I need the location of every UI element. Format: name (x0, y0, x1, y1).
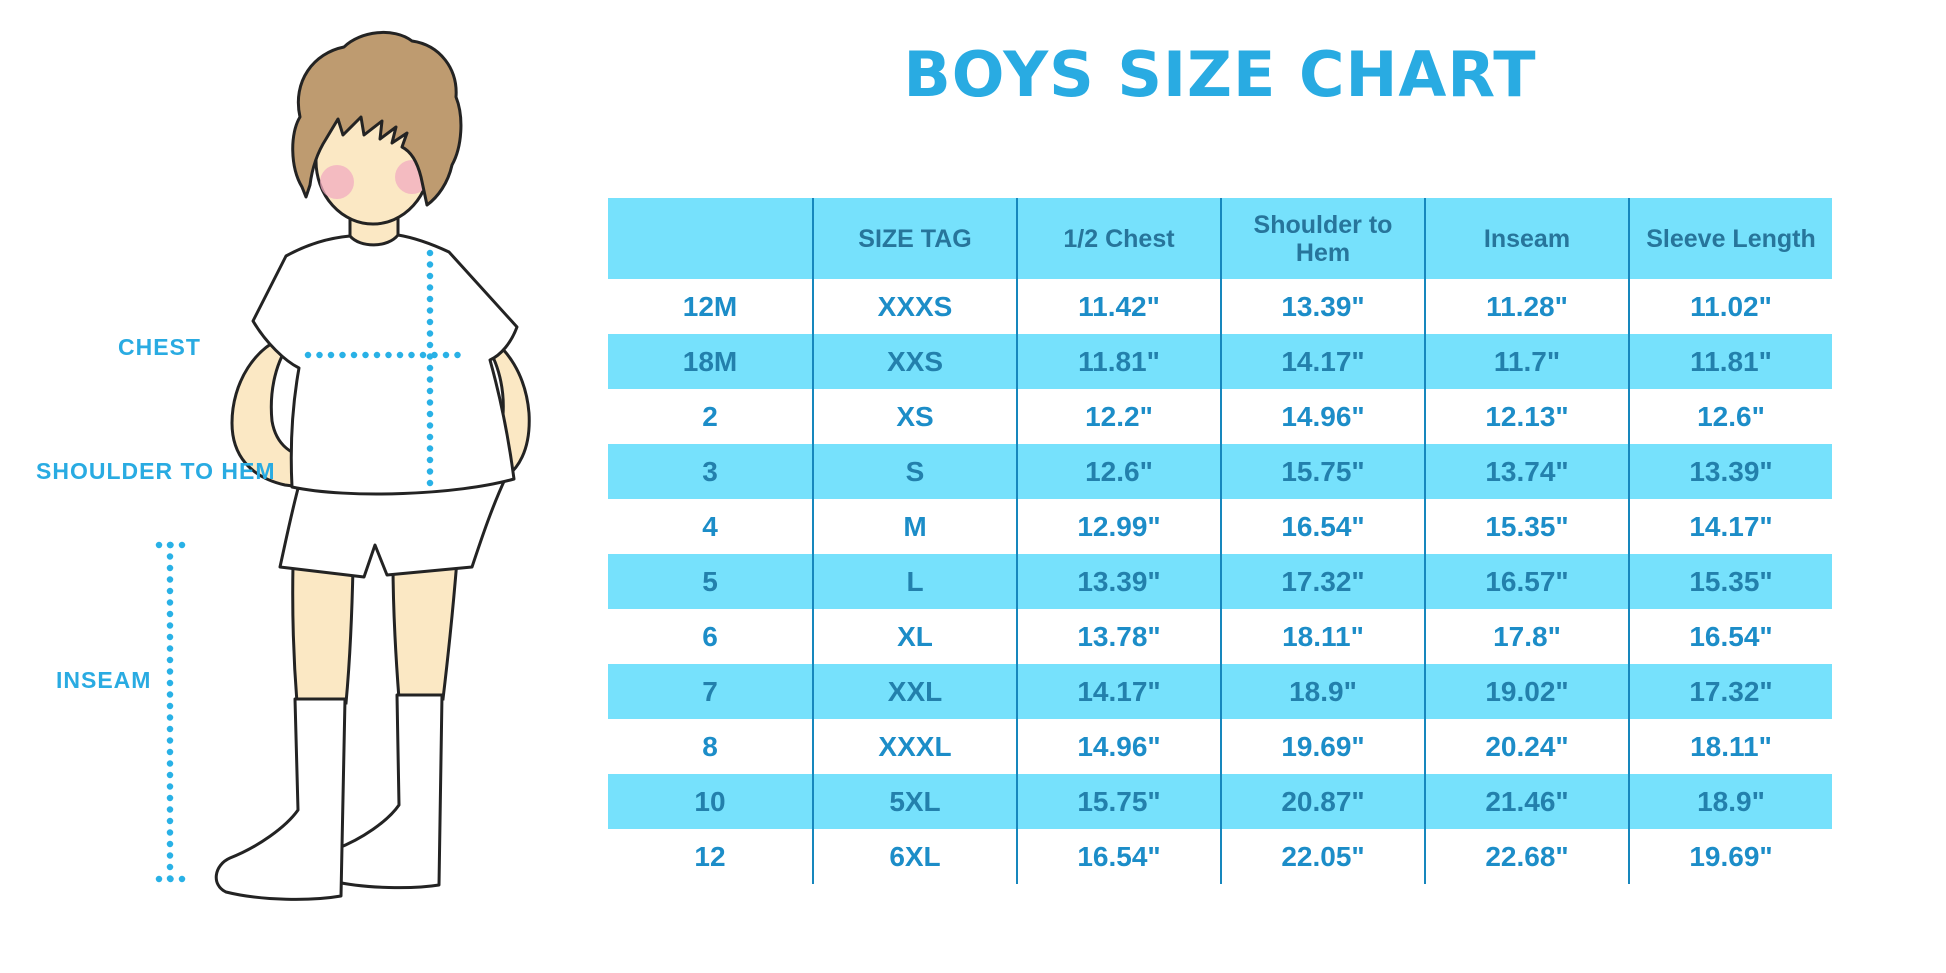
value-cell: 15.35" (1424, 499, 1628, 554)
value-cell: 11.28" (1424, 279, 1628, 334)
value-cell: 15.75" (1016, 774, 1220, 829)
value-cell: 13.39" (1016, 554, 1220, 609)
value-cell: 15.75" (1220, 444, 1424, 499)
t-shirt (251, 233, 519, 496)
value-cell: 18.9" (1628, 774, 1832, 829)
page-title: BOYS SIZE CHART (903, 38, 1537, 111)
value-cell: 18.11" (1628, 719, 1832, 774)
size-cell: 12M (608, 279, 812, 334)
size-cell: 3 (608, 444, 812, 499)
value-cell: 11.02" (1628, 279, 1832, 334)
value-cell: L (812, 554, 1016, 609)
header-cell: Inseam (1424, 198, 1628, 279)
shoulder-to-hem-label: SHOULDER TO HEM (36, 458, 276, 484)
left-sock (214, 697, 347, 901)
inseam-label: INSEAM (56, 667, 152, 693)
value-cell: 13.78" (1016, 609, 1220, 664)
value-cell: 15.35" (1628, 554, 1832, 609)
value-cell: 18.11" (1220, 609, 1424, 664)
value-cell: 11.7" (1424, 334, 1628, 389)
value-cell: 12.6" (1628, 389, 1832, 444)
value-cell: 16.54" (1628, 609, 1832, 664)
left-leg (291, 563, 355, 705)
header-cell: Shoulder to Hem (1220, 198, 1424, 279)
chest-label: CHEST (118, 334, 201, 360)
value-cell: 17.32" (1220, 554, 1424, 609)
value-cell: 19.69" (1628, 829, 1832, 884)
value-cell: XXS (812, 334, 1016, 389)
size-cell: 4 (608, 499, 812, 554)
size-chart-table: SIZE TAG 1/2 Chest Shoulder to Hem Inseam Sl… (608, 198, 1832, 884)
size-cell: 6 (608, 609, 812, 664)
size-cell: 8 (608, 719, 812, 774)
value-cell: 11.42" (1016, 279, 1220, 334)
value-cell: 16.54" (1016, 829, 1220, 884)
size-cell: 7 (608, 664, 812, 719)
value-cell: 18.9" (1220, 664, 1424, 719)
value-cell: 11.81" (1016, 334, 1220, 389)
value-cell: 16.54" (1220, 499, 1424, 554)
right-leg (391, 558, 459, 701)
header-cell: Sleeve Length (1628, 198, 1832, 279)
value-cell: M (812, 499, 1016, 554)
value-cell: 14.17" (1628, 499, 1832, 554)
value-cell: 12.99" (1016, 499, 1220, 554)
value-cell: 21.46" (1424, 774, 1628, 829)
value-cell: 20.87" (1220, 774, 1424, 829)
value-cell: 11.81" (1628, 334, 1832, 389)
value-cell: S (812, 444, 1016, 499)
left-cheek (320, 165, 354, 199)
value-cell: 22.68" (1424, 829, 1628, 884)
value-cell: XXL (812, 664, 1016, 719)
size-cell: 10 (608, 774, 812, 829)
value-cell: XL (812, 609, 1016, 664)
value-cell: 14.17" (1220, 334, 1424, 389)
value-cell: 17.8" (1424, 609, 1628, 664)
value-cell: XXXL (812, 719, 1016, 774)
value-cell: 20.24" (1424, 719, 1628, 774)
header-cell (608, 198, 812, 279)
header-cell: SIZE TAG (812, 198, 1016, 279)
size-cell: 5 (608, 554, 812, 609)
value-cell: 12.13" (1424, 389, 1628, 444)
value-cell: 13.39" (1628, 444, 1832, 499)
value-cell: 14.96" (1220, 389, 1424, 444)
value-cell: 14.17" (1016, 664, 1220, 719)
value-cell: 16.57" (1424, 554, 1628, 609)
value-cell: 19.02" (1424, 664, 1628, 719)
header-cell: 1/2 Chest (1016, 198, 1220, 279)
value-cell: 6XL (812, 829, 1016, 884)
value-cell: XS (812, 389, 1016, 444)
value-cell: 13.74" (1424, 444, 1628, 499)
value-cell: 12.6" (1016, 444, 1220, 499)
size-cell: 2 (608, 389, 812, 444)
value-cell: 5XL (812, 774, 1016, 829)
inseam-measure-line (155, 541, 193, 883)
size-cell: 18M (608, 334, 812, 389)
value-cell: 22.05" (1220, 829, 1424, 884)
hair (291, 30, 463, 207)
value-cell: 14.96" (1016, 719, 1220, 774)
value-cell: 19.69" (1220, 719, 1424, 774)
size-cell: 12 (608, 829, 812, 884)
value-cell: 17.32" (1628, 664, 1832, 719)
shorts (278, 475, 508, 579)
boy-measurement-illustration (155, 30, 531, 901)
value-cell: 13.39" (1220, 279, 1424, 334)
value-cell: 12.2" (1016, 389, 1220, 444)
value-cell: XXXS (812, 279, 1016, 334)
